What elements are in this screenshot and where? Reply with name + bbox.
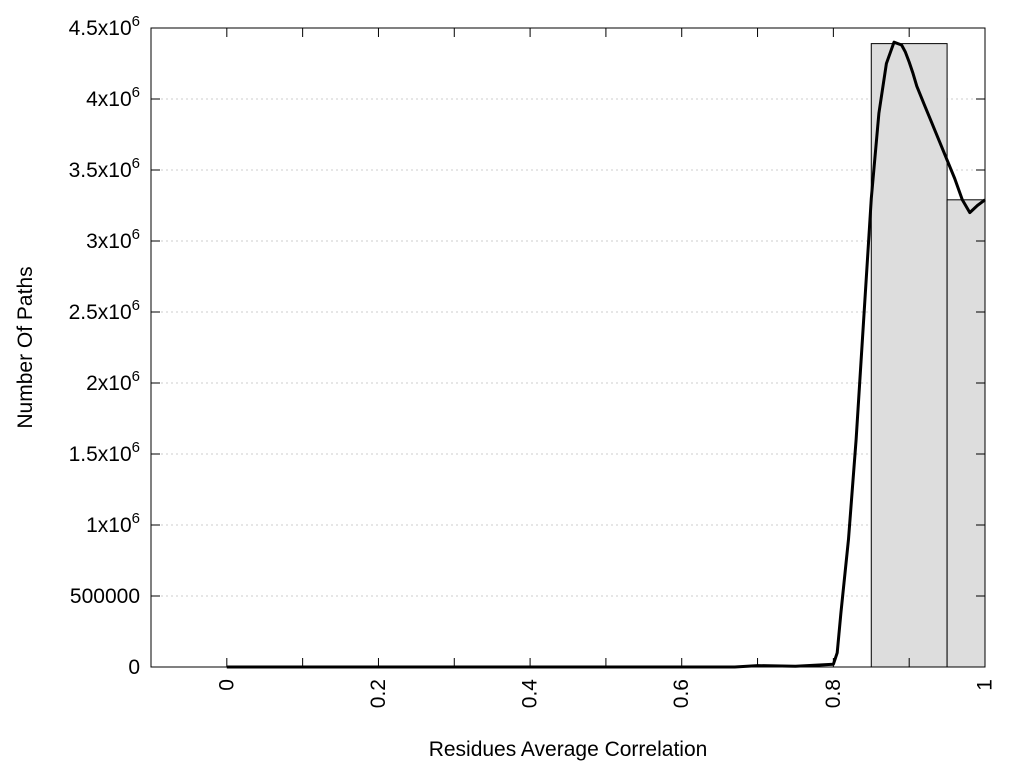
y-tick-label: 3x106: [86, 226, 140, 253]
histogram-bar-1: [870, 43, 948, 668]
y-axis-ticks: 0 500000 1x106 1.5x106 2x106 2.5x106 3x106 3.5x…: [69, 13, 985, 679]
histogram-bar-2: [946, 199, 986, 668]
x-tick-label: 1: [974, 679, 997, 691]
y-tick-label: 500000: [70, 585, 140, 608]
x-axis-ticks: 0 0.2 0.4 0.6 0.8 1: [215, 28, 997, 709]
y-tick-label: 0: [128, 656, 140, 679]
plot-frame: [150, 27, 986, 668]
y-tick-label: 2x106: [86, 368, 140, 395]
grid-lines: [151, 98, 985, 597]
y-tick-label: 1.5x106: [69, 439, 140, 466]
x-tick-label: 0.8: [822, 679, 845, 708]
x-tick-label: 0: [215, 679, 238, 691]
x-tick-label: 0.6: [670, 679, 693, 708]
x-tick-label: 0.2: [367, 679, 390, 708]
y-tick-label: 2.5x106: [69, 297, 140, 324]
y-tick-label: 4x106: [86, 84, 140, 111]
x-tick-label: 0.4: [519, 679, 542, 709]
y-tick-label: 3.5x106: [69, 155, 140, 182]
y-tick-label: 4.5x106: [69, 13, 140, 40]
y-tick-label: 1x106: [86, 510, 140, 537]
x-axis-title: Residues Average Correlation: [429, 738, 708, 761]
y-axis-title: Number Of Paths: [14, 266, 37, 428]
histogram-bars: [870, 43, 986, 668]
